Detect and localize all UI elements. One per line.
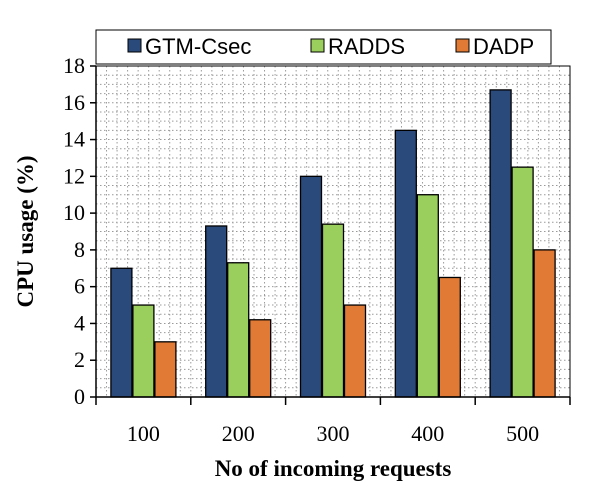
y-tick-label: 14 <box>63 127 85 152</box>
y-tick-label: 8 <box>74 237 85 262</box>
x-tick-label: 100 <box>127 421 160 446</box>
bar-radds-500 <box>511 166 534 398</box>
x-tick-label: 500 <box>506 421 539 446</box>
y-axis-title: CPU usage (%) <box>13 155 38 307</box>
bar-radds-200 <box>227 262 250 398</box>
x-tick-labels: 100 200 300 400 500 <box>127 421 539 446</box>
bar-gtm-csec-200 <box>205 225 228 398</box>
legend-label-gtm-csec: GTM-Csec <box>145 34 251 59</box>
legend-swatch-dadp <box>455 38 470 53</box>
legend-swatch-radds <box>310 38 325 53</box>
bar-dadp-200 <box>249 319 272 398</box>
x-tick-label: 400 <box>411 421 444 446</box>
y-tick-label: 10 <box>63 200 85 225</box>
y-tick-labels: 0 2 4 6 8 10 12 14 16 18 <box>63 53 85 409</box>
y-tick-label: 4 <box>74 310 85 335</box>
bar-gtm-csec-100 <box>110 267 133 398</box>
y-tick-label: 18 <box>63 53 85 78</box>
legend-label-radds: RADDS <box>328 34 405 59</box>
legend-swatch-gtm-csec <box>127 38 142 53</box>
bar-dadp-400 <box>438 276 461 398</box>
x-axis-title: No of incoming requests <box>215 456 452 481</box>
y-tick-label: 6 <box>74 274 85 299</box>
bar-gtm-csec-400 <box>394 129 417 398</box>
axes <box>90 65 571 405</box>
x-tick-label: 200 <box>222 421 255 446</box>
legend: GTM-Csec RADDS DADP <box>95 29 552 65</box>
legend-label-dadp: DADP <box>473 34 534 59</box>
bar-gtm-csec-500 <box>489 89 512 398</box>
y-tick-label: 0 <box>74 384 85 409</box>
y-tick-label: 12 <box>63 163 85 188</box>
bar-dadp-100 <box>154 341 177 398</box>
bar-gtm-csec-300 <box>299 175 323 398</box>
y-tick-label: 2 <box>74 347 85 372</box>
bar-dadp-500 <box>533 249 556 398</box>
x-tick-label: 300 <box>317 421 350 446</box>
bar-radds-400 <box>416 194 439 398</box>
bar-radds-300 <box>321 223 345 398</box>
bar-radds-100 <box>132 304 155 398</box>
bar-dadp-300 <box>343 304 367 398</box>
y-tick-label: 16 <box>63 90 85 115</box>
